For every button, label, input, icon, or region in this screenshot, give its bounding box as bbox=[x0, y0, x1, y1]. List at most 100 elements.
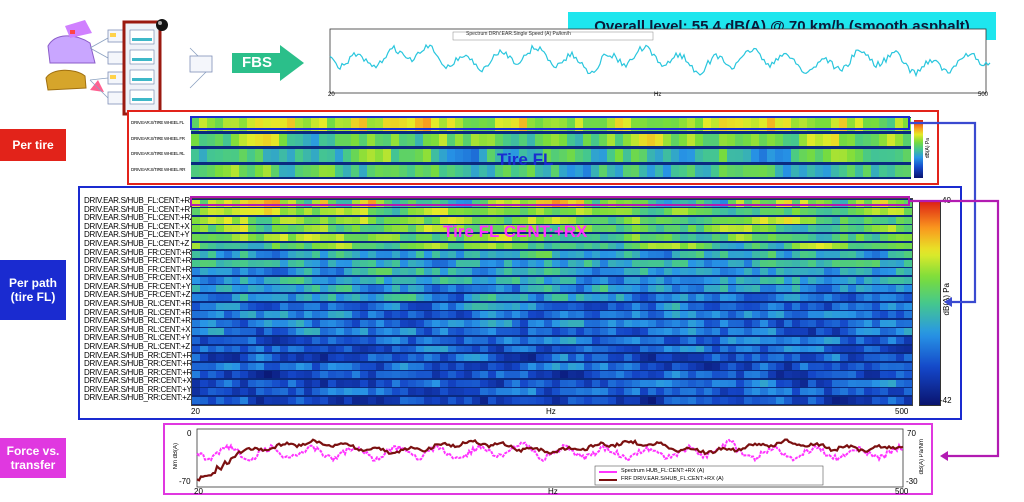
path-row-label: DRIV.EAR.S/HUB_FL:CENT:+Y bbox=[84, 230, 190, 240]
tire-row-label: DRIV.EAR.S/TIRE WHEEL RR bbox=[131, 166, 186, 172]
frf-transfer-line bbox=[196, 438, 904, 482]
path-row-label: DRIV.EAR.S/HUB_RR:CENT:+RZ bbox=[84, 367, 197, 377]
force-vs-transfer-label: Force vs. transfer bbox=[0, 438, 66, 478]
bottom-legend-brown: FRF DRIV.EAR.S/HUB_FL:CENT:+RX (A) bbox=[621, 476, 724, 482]
bottom-xtick-left: 20 bbox=[194, 487, 203, 496]
fbs-arrow-shape bbox=[232, 45, 304, 81]
bottom-ytick-left-top: 0 bbox=[187, 429, 192, 438]
path-row-label: DRIV.EAR.S/HUB_FR:CENT:+RY bbox=[84, 256, 197, 266]
force-vs-transfer-text: Force vs. transfer bbox=[6, 444, 60, 472]
path-heat-row bbox=[192, 259, 912, 267]
bottom-left-unit: Nm dB(A) bbox=[173, 443, 179, 470]
path-heat-row bbox=[192, 328, 912, 336]
path-row-label: DRIV.EAR.S/HUB_FL:CENT:+Z bbox=[84, 238, 189, 248]
per-tire-text: Per tire bbox=[12, 138, 54, 152]
path-heat-row bbox=[192, 302, 912, 310]
path-row-label: DRIV.EAR.S/HUB_RR:CENT:+Y bbox=[84, 384, 192, 394]
top-xtick-right: 500 bbox=[978, 92, 989, 98]
path-heat-row bbox=[192, 199, 912, 207]
path-row-label: DRIV.EAR.S/HUB_RL:CENT:+RY bbox=[84, 307, 196, 317]
bottom-right-unit: dB(A) Pa/Nm bbox=[919, 439, 925, 475]
tire-overlay-label: Tire FL bbox=[497, 150, 554, 169]
per-path-text: Per path (tire FL) bbox=[8, 276, 57, 304]
path-row-label: DRIV.EAR.S/HUB_RR:CENT:+RX bbox=[84, 350, 198, 360]
path-heat-row bbox=[192, 276, 912, 284]
path-heat-row bbox=[192, 397, 912, 404]
tire-heat-row bbox=[191, 133, 911, 146]
path-heat-row bbox=[192, 354, 912, 362]
tire-fl-row-highlight bbox=[190, 116, 910, 130]
per-path-label: Per path (tire FL) bbox=[0, 260, 66, 320]
path-heat-row bbox=[192, 345, 912, 353]
path-heat-row bbox=[192, 285, 912, 293]
path-row-label: DRIV.EAR.S/HUB_FL:CENT:+RZ bbox=[84, 213, 195, 223]
top-spectrum-chart: Spectrum DRIV.EAR.Single Speed (A) Pa/km… bbox=[318, 25, 992, 103]
path-row-label: DRIV.EAR.S/HUB_RR:CENT:+Z bbox=[84, 393, 192, 403]
path-heat-row bbox=[192, 233, 912, 241]
top-spectrum-svg bbox=[329, 28, 991, 94]
path-heat-row bbox=[192, 362, 912, 370]
tire-heat-row bbox=[191, 164, 911, 177]
tire-row-label: DRIV.EAR.S/TIRE WHEEL FR bbox=[131, 135, 185, 141]
path-heat-row bbox=[192, 311, 912, 319]
cent-rx-row-highlight bbox=[190, 196, 910, 206]
path-row-label: DRIV.EAR.S/HUB_RR:CENT:+RY bbox=[84, 359, 197, 369]
top-xtick-left: 20 bbox=[328, 92, 335, 98]
tire-heat-row bbox=[191, 149, 911, 162]
path-xtick-mid: Hz bbox=[546, 407, 556, 416]
path-row-label: DRIV.EAR.S/HUB_FL:CENT:+RX bbox=[84, 196, 195, 205]
path-row-label: DRIV.EAR.S/HUB_FL:CENT:+RY bbox=[84, 204, 195, 214]
path-heat-row bbox=[192, 251, 912, 259]
path-row-label: DRIV.EAR.S/HUB_FR:CENT:+RX bbox=[84, 247, 197, 257]
path-xtick-left: 20 bbox=[191, 407, 200, 416]
tire-heat-row bbox=[191, 118, 911, 131]
path-heat-row bbox=[192, 242, 912, 250]
path-heat-row bbox=[192, 225, 912, 233]
path-row-label: DRIV.EAR.S/HUB_FR:CENT:+Z bbox=[84, 290, 191, 300]
system-schematic bbox=[40, 8, 230, 124]
path-xtick-right: 500 bbox=[895, 407, 909, 416]
bottom-ytick-right-top: 70 bbox=[907, 429, 916, 438]
bottom-ytick-right-bottom: -30 bbox=[906, 477, 918, 486]
bottom-ytick-left-bottom: -70 bbox=[179, 477, 191, 486]
path-heat-row bbox=[192, 294, 912, 301]
top-xtick-mid: Hz bbox=[654, 92, 662, 98]
top-legend: Spectrum DRIV.EAR.Single Speed (A) Pa/km… bbox=[466, 31, 571, 37]
tire-heatmap bbox=[191, 117, 911, 179]
path-row-label: DRIV.EAR.S/HUB_FL:CENT:+X bbox=[84, 221, 190, 231]
path-row-label: DRIV.EAR.S/HUB_RL:CENT:+Y bbox=[84, 333, 191, 343]
tire-row-label: DRIV.EAR.S/TIRE WHEEL RL bbox=[131, 151, 185, 156]
path-row-label: DRIV.EAR.S/HUB_RL:CENT:+RX bbox=[84, 299, 196, 308]
path-heat-row bbox=[192, 268, 912, 276]
path-heat-row bbox=[192, 319, 912, 327]
path-heat-row bbox=[192, 379, 912, 387]
path-heat-row bbox=[192, 336, 912, 344]
path-heat-row bbox=[192, 216, 912, 224]
path-row-label: DRIV.EAR.S/HUB_FR:CENT:+X bbox=[84, 273, 191, 283]
path-row-label: DRIV.EAR.S/HUB_RL:CENT:+X bbox=[84, 324, 191, 334]
fbs-arrow: FBS bbox=[232, 45, 304, 81]
path-heat-row bbox=[192, 208, 912, 216]
per-tire-label: Per tire bbox=[0, 129, 66, 161]
bottom-xtick-right: 500 bbox=[895, 487, 909, 496]
per-tire-panel: DRIV.EAR.S/TIRE WHEEL FL DRIV.EAR.S/TIRE … bbox=[127, 110, 939, 185]
path-row-label: DRIV.EAR.S/HUB_FR:CENT:+Y bbox=[84, 281, 191, 291]
path-heat-row bbox=[192, 388, 912, 396]
tire-colorbar bbox=[914, 120, 923, 178]
path-row-label: DRIV.EAR.S/HUB_FR:CENT:+RZ bbox=[84, 264, 196, 274]
top-spectrum-line bbox=[329, 43, 991, 78]
force-transfer-svg bbox=[196, 428, 904, 488]
path-row-label: DRIV.EAR.S/HUB_RR:CENT:+X bbox=[84, 376, 192, 386]
fbs-label: FBS bbox=[242, 54, 272, 71]
bottom-legend-magenta: Spectrum HUB_FL:CENT:+RX (A) bbox=[621, 468, 705, 474]
path-row-label: DRIV.EAR.S/HUB_RL:CENT:+Z bbox=[84, 341, 190, 351]
path-heat-row bbox=[192, 371, 912, 379]
path-overlay-label: Tire FL CENT:+RX bbox=[443, 222, 588, 241]
schematic-graphic bbox=[45, 19, 213, 124]
path-cb-bottom: -42 bbox=[940, 396, 952, 405]
path-heatmap bbox=[191, 198, 913, 406]
tire-row-label: DRIV.EAR.S/TIRE WHEEL FL bbox=[131, 120, 184, 125]
path-row-label: DRIV.EAR.S/HUB_RL:CENT:+RZ bbox=[84, 316, 196, 326]
bottom-xtick-mid: Hz bbox=[548, 487, 558, 496]
